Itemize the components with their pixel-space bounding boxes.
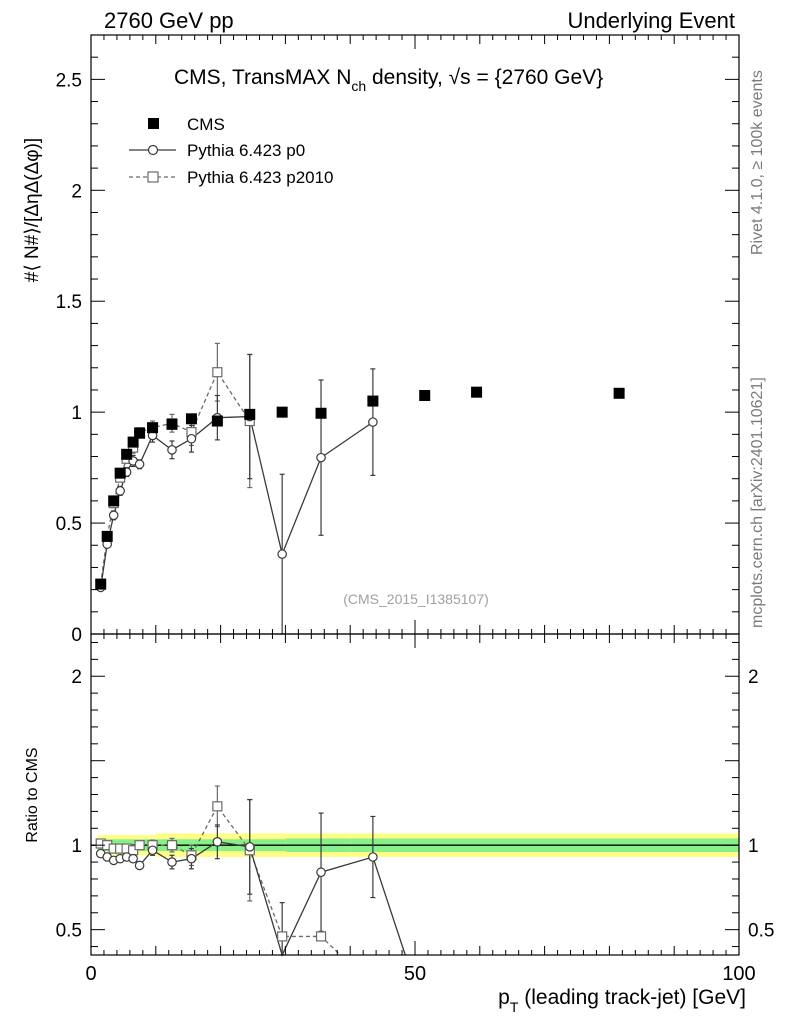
ratio-y-tick-label-right: 0.5 xyxy=(748,921,774,942)
legend-p2010-marker xyxy=(147,171,159,183)
x-tick-label: 50 xyxy=(404,963,426,985)
ratio-p0-point xyxy=(186,853,197,864)
cms-point xyxy=(211,415,223,427)
ratio-y-tick-label: 0.5 xyxy=(56,921,82,942)
legend-p0-marker xyxy=(147,144,159,156)
chart-title-energy: = {2760 GeV} xyxy=(471,66,604,89)
ratio-p2010-point xyxy=(212,801,223,812)
ratio-p0-line xyxy=(100,841,406,957)
ratio-y-axis-label: Ratio to CMS xyxy=(24,747,41,842)
cms-point xyxy=(95,578,107,590)
cms-point xyxy=(471,386,483,398)
ratio-p2010-point xyxy=(277,931,288,942)
rivet-version-label: Rivet 4.1.0, ≥ 100k events xyxy=(749,70,766,255)
ratio-y-tick-label-right: 2 xyxy=(748,667,759,688)
legend: CMS Pythia 6.423 p0 Pythia 6.423 p2010 xyxy=(129,115,334,187)
mcplots-label: mcplots.cern.ch [arXiv:2401.10621] xyxy=(749,377,766,628)
cms-point xyxy=(101,530,113,542)
cms-point xyxy=(114,467,126,479)
cms-point xyxy=(315,407,327,419)
p0-point xyxy=(108,510,119,521)
ratio-plot-frame xyxy=(90,633,740,956)
y-tick-label: 1 xyxy=(71,403,82,424)
chart-title-sqrt: √s xyxy=(449,66,471,89)
chart-title: CMS, TransMAX Nch density, √s = {2760 Ge… xyxy=(174,66,603,94)
cms-point xyxy=(134,427,146,439)
p0-point xyxy=(167,445,177,455)
y-tick-label: 0.5 xyxy=(56,514,82,535)
ratio-p0-point xyxy=(134,860,145,871)
x-axis-label: pT (leading track-jet) [GeV] xyxy=(498,986,746,1015)
y-axis-label: #⟨ N#⟩/[ΔηΔ(Δφ)] xyxy=(22,138,43,282)
ratio-y-tick-label: 2 xyxy=(71,667,82,688)
p2010-point xyxy=(212,367,223,378)
cms-point xyxy=(166,418,178,430)
header-left: 2760 GeV pp xyxy=(104,8,234,33)
p0-point xyxy=(186,433,197,444)
chart-title-suffix: density, xyxy=(366,66,448,89)
ratio-p2010-point xyxy=(166,840,178,851)
legend-cms-label: CMS xyxy=(187,115,225,134)
x-axis-label-sub: T xyxy=(510,999,519,1015)
x-axis-label-rest: (leading track-jet) [GeV] xyxy=(518,986,746,1009)
cms-point xyxy=(276,406,288,418)
chart-title-prefix: CMS, TransMAX N xyxy=(174,66,351,89)
cms-point xyxy=(147,422,159,434)
analysis-watermark: (CMS_2015_I1385107) xyxy=(343,591,489,607)
p0-line xyxy=(100,415,374,588)
legend-p0-label: Pythia 6.423 p0 xyxy=(187,141,305,160)
y-tick-label: 0 xyxy=(71,625,82,646)
legend-p2010-label: Pythia 6.423 p2010 xyxy=(187,168,334,187)
cms-point xyxy=(367,395,379,407)
ratio-p2010-point xyxy=(134,840,145,851)
ratio-p0-point xyxy=(244,842,255,852)
ratio-p0-point xyxy=(147,845,158,856)
ratio-p0-point xyxy=(167,857,177,867)
ratio-p2010-line xyxy=(100,805,341,956)
ratio-p0-point xyxy=(212,837,223,847)
cms-point xyxy=(185,413,197,425)
ratio-p0-point xyxy=(368,852,378,862)
ratio-p0-point xyxy=(128,853,138,864)
cms-point xyxy=(419,390,431,402)
y-tick-label: 2.5 xyxy=(56,70,82,91)
main-plot xyxy=(95,342,625,635)
p0-point xyxy=(277,549,287,559)
p0-point xyxy=(115,486,125,496)
p0-point xyxy=(368,417,378,427)
ratio-p2010-point xyxy=(315,931,327,942)
p0-point xyxy=(134,459,145,470)
cms-point xyxy=(127,436,139,448)
y-tick-label: 2 xyxy=(71,181,82,202)
y-tick-label: 1.5 xyxy=(56,292,82,313)
cms-point xyxy=(244,408,256,420)
x-tick-label: 0 xyxy=(85,963,96,985)
ratio-p0-point xyxy=(316,867,326,878)
x-axis-label-main: p xyxy=(498,986,510,1009)
chart-title-sub: ch xyxy=(351,78,366,94)
legend-cms-marker xyxy=(148,118,159,129)
p0-point xyxy=(316,452,326,463)
cms-point xyxy=(613,387,625,399)
ratio-y-tick-label-right: 1 xyxy=(748,836,759,857)
x-tick-label: 100 xyxy=(722,963,755,985)
ratio-plot xyxy=(91,785,739,957)
ratio-y-tick-label: 1 xyxy=(71,836,82,857)
header-right: Underlying Event xyxy=(567,8,735,33)
cms-point xyxy=(108,495,120,507)
cms-point xyxy=(121,448,133,460)
